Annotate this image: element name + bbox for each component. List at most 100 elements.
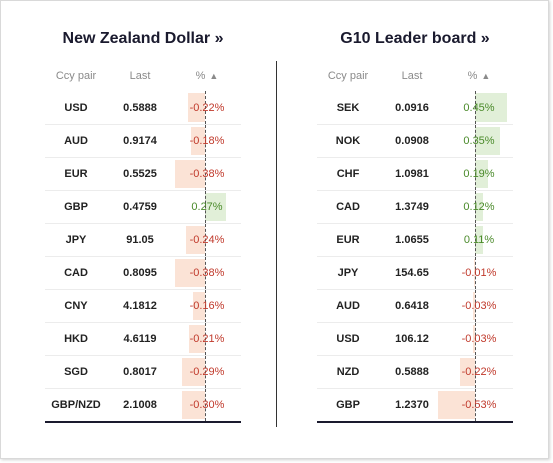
table-row[interactable]: GBP/NZD 2.1008 -0.30%	[45, 388, 241, 421]
table-row[interactable]: USD 0.5888 -0.22%	[45, 91, 241, 124]
pct-change-cell: 0.27%	[173, 191, 241, 223]
ccy-pair-cell: USD	[336, 333, 360, 345]
table-row[interactable]: JPY 91.05 -0.24%	[45, 223, 241, 256]
table-row[interactable]: AUD 0.6418 -0.03%	[317, 289, 513, 322]
pct-change-cell: -0.03%	[445, 323, 513, 355]
ccy-pair-header[interactable]: Ccy pair	[327, 70, 369, 82]
pct-change-value: 0.11%	[463, 234, 495, 246]
negative-change-bar	[182, 358, 205, 386]
table-row[interactable]: JPY 154.65 -0.01%	[317, 256, 513, 289]
ccy-pair-cell: GBP/NZD	[51, 399, 101, 411]
last-header[interactable]: Last	[401, 70, 423, 82]
ccy-pair-cell: CNY	[64, 300, 88, 312]
ccy-pair-cell: NZD	[336, 366, 360, 378]
table-row[interactable]: USD 106.12 -0.03%	[317, 322, 513, 355]
ccy-pair-cell: AUD	[336, 300, 360, 312]
last-price-cell: 0.5888	[395, 366, 429, 378]
pct-change-value: -0.21%	[189, 333, 225, 345]
table-row[interactable]: CNY 4.1812 -0.16%	[45, 289, 241, 322]
negative-change-bar	[192, 292, 205, 320]
last-price-cell: 4.6119	[123, 333, 157, 345]
pct-change-value: -0.18%	[189, 135, 225, 147]
nzd-panel-title[interactable]: New Zealand Dollar »	[62, 30, 224, 47]
table-row[interactable]: EUR 0.5525 -0.38%	[45, 157, 241, 190]
pct-change-cell: -0.18%	[173, 125, 241, 157]
pct-header[interactable]: % ▲	[173, 61, 241, 91]
table-row[interactable]: CAD 0.8095 -0.38%	[45, 256, 241, 289]
pct-change-cell: -0.22%	[445, 356, 513, 388]
pct-change-cell: 0.12%	[445, 191, 513, 223]
last-price-cell: 154.65	[395, 267, 429, 279]
negative-change-bar	[437, 391, 475, 419]
negative-change-bar	[472, 325, 475, 353]
zero-line	[475, 257, 476, 289]
pct-change-value: -0.38%	[189, 267, 225, 279]
last-price-cell: 4.1812	[123, 300, 157, 312]
table-row[interactable]: EUR 1.0655 0.11%	[317, 223, 513, 256]
ccy-pair-cell: EUR	[64, 168, 88, 180]
pct-change-value: -0.29%	[189, 366, 225, 378]
pct-change-cell: -0.53%	[437, 389, 513, 421]
table-row[interactable]: SEK 0.0916 0.45%	[317, 91, 513, 124]
zero-line	[205, 158, 206, 190]
last-price-cell: 1.0981	[395, 168, 429, 180]
nzd-table-bottom-rule	[45, 421, 241, 423]
zero-line	[475, 224, 476, 256]
pct-change-cell: 0.45%	[445, 91, 513, 124]
panel-divider	[276, 61, 277, 427]
table-row[interactable]: GBP 0.4759 0.27%	[45, 190, 241, 223]
pct-change-cell: -0.38%	[173, 158, 241, 190]
nzd-panel: New Zealand Dollar » Ccy pair Last % ▲ U…	[45, 27, 241, 423]
g10-panel-title[interactable]: G10 Leader board »	[340, 30, 490, 47]
pct-change-cell: -0.16%	[173, 290, 241, 322]
pct-header-label: %	[195, 70, 206, 82]
last-price-cell: 0.4759	[123, 201, 157, 213]
ccy-pair-header[interactable]: Ccy pair	[55, 70, 97, 82]
table-row[interactable]: GBP 1.2370 -0.53%	[317, 388, 513, 421]
g10-panel: G10 Leader board » Ccy pair Last % ▲ SEK…	[317, 27, 513, 423]
table-row[interactable]: CAD 1.3749 0.12%	[317, 190, 513, 223]
negative-change-bar	[188, 325, 205, 353]
pct-change-cell: -0.38%	[173, 257, 241, 289]
table-row[interactable]: NZD 0.5888 -0.22%	[317, 355, 513, 388]
ccy-pair-cell: JPY	[337, 267, 359, 279]
table-row[interactable]: CHF 1.0981 0.19%	[317, 157, 513, 190]
last-price-cell: 91.05	[126, 234, 154, 246]
zero-line	[205, 356, 206, 388]
pct-change-value: 0.45%	[463, 101, 495, 114]
pct-change-value: 0.35%	[463, 135, 495, 147]
pct-header-label: %	[467, 70, 478, 82]
ccy-pair-cell: JPY	[65, 234, 87, 246]
table-row[interactable]: NOK 0.0908 0.35%	[317, 124, 513, 157]
table-row[interactable]: SGD 0.8017 -0.29%	[45, 355, 241, 388]
pct-header[interactable]: % ▲	[445, 61, 513, 91]
negative-change-bar	[472, 292, 475, 320]
zero-line	[475, 158, 476, 190]
last-price-cell: 0.6418	[395, 300, 429, 312]
zero-line	[475, 125, 476, 157]
table-row[interactable]: HKD 4.6119 -0.21%	[45, 322, 241, 355]
ccy-pair-cell: SEK	[336, 101, 360, 114]
nzd-table-body: USD 0.5888 -0.22% AUD 0.9174 -0.18% EUR 0.5525 -…	[45, 91, 241, 421]
pct-change-value: -0.24%	[189, 234, 225, 246]
negative-change-bar	[181, 391, 205, 419]
ccy-pair-cell: EUR	[336, 234, 360, 246]
negative-change-bar	[459, 358, 475, 386]
pct-change-cell: -0.22%	[173, 91, 241, 124]
zero-line	[205, 257, 206, 289]
ccy-pair-cell: USD	[64, 101, 88, 114]
ccy-pair-cell: CAD	[64, 267, 88, 279]
ccy-pair-cell: NOK	[335, 135, 361, 147]
g10-table-header: Ccy pair Last % ▲	[317, 61, 513, 91]
nzd-table-header: Ccy pair Last % ▲	[45, 61, 241, 91]
zero-line	[475, 323, 476, 355]
table-row[interactable]: AUD 0.9174 -0.18%	[45, 124, 241, 157]
negative-change-bar	[186, 226, 205, 254]
last-price-cell: 2.1008	[123, 399, 157, 411]
g10-table-bottom-rule	[317, 421, 513, 423]
triangle-up-icon: ▲	[481, 71, 491, 81]
last-header[interactable]: Last	[129, 70, 151, 82]
pct-change-value: 0.27%	[191, 201, 223, 213]
last-price-cell: 1.2370	[395, 399, 429, 411]
zero-line	[475, 356, 476, 388]
